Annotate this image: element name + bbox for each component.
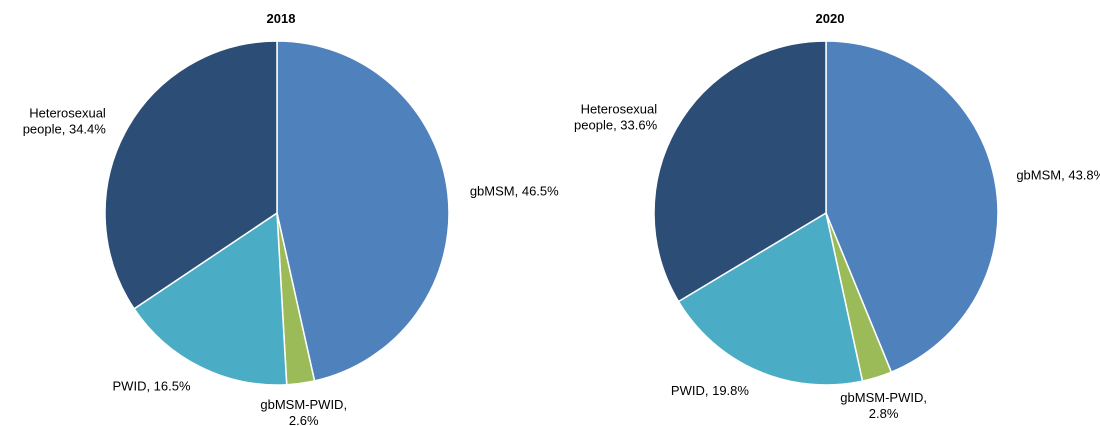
pie-slice <box>276 40 450 382</box>
data-label-line: people, 34.4% <box>23 122 107 137</box>
pie-slice <box>677 211 864 386</box>
data-label: Heterosexual people, 34.4% <box>23 106 107 137</box>
data-label-line: gbMSM, 46.5% <box>470 184 559 199</box>
data-label-line: gbMSM, 43.8% <box>1016 167 1100 182</box>
data-label: PWID, 19.8% <box>671 383 749 398</box>
data-label-line: people, 33.6% <box>574 117 658 132</box>
data-label-line: gbMSM-PWID, <box>260 397 347 412</box>
data-label: PWID, 16.5% <box>113 379 191 394</box>
data-label-line: Heterosexual <box>29 106 106 121</box>
pie-slice <box>825 40 999 374</box>
data-label-line: PWID, 16.5% <box>113 379 191 394</box>
data-label: gbMSM, 43.8% <box>1016 167 1100 182</box>
pie-slice <box>133 211 288 386</box>
data-label-line: 2.6% <box>289 413 319 426</box>
data-label-line: 2.8% <box>869 406 899 421</box>
chart-title: 2018 <box>267 11 296 26</box>
chart-title: 2020 <box>816 11 845 26</box>
data-label-line: Heterosexual <box>581 101 658 116</box>
data-label: Heterosexual people, 33.6% <box>574 101 658 132</box>
pie-slice <box>104 40 278 310</box>
data-label: gbMSM-PWID, 2.8% <box>840 390 927 421</box>
data-label-line: PWID, 19.8% <box>671 383 749 398</box>
data-label-line: gbMSM-PWID, <box>840 390 927 405</box>
pie-slice <box>653 40 827 303</box>
data-label: gbMSM, 46.5% <box>470 184 559 199</box>
data-label: gbMSM-PWID, 2.6% <box>260 397 347 426</box>
